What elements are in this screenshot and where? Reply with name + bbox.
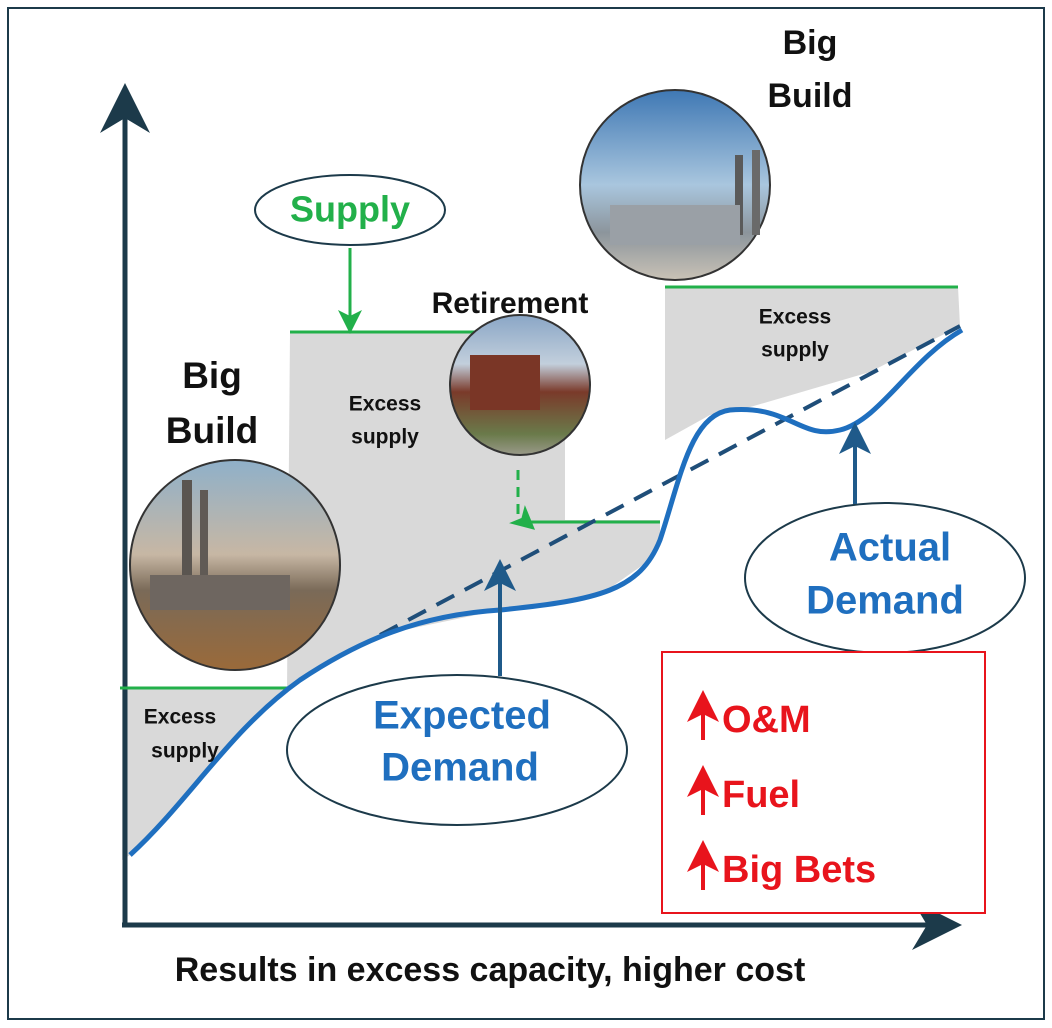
label: Demand (806, 579, 964, 623)
expected-bubble (286, 674, 628, 826)
label: Expected (373, 694, 551, 738)
label: Build (768, 77, 853, 115)
label: supply (351, 426, 419, 449)
label: Excess (349, 393, 421, 416)
caption: Results in excess capacity, higher cost (175, 951, 806, 989)
label: Build (166, 410, 258, 451)
label: Big Bets (722, 849, 876, 891)
label: Excess (759, 306, 831, 329)
retirement-arrow (509, 470, 536, 530)
label: Excess (144, 706, 216, 729)
label: Demand (381, 746, 539, 790)
label: Retirement (432, 287, 589, 320)
photo-retirement (449, 314, 591, 456)
excess-area (287, 332, 660, 690)
label: Fuel (722, 774, 800, 816)
label: supply (761, 339, 829, 362)
label: Big (783, 24, 838, 62)
label: O&M (722, 699, 811, 741)
label: Big (182, 355, 242, 396)
supply-bubble (254, 174, 446, 246)
excess-area (665, 287, 960, 440)
photo-top (579, 89, 771, 281)
label: Actual (829, 526, 951, 570)
label: supply (151, 740, 219, 763)
expected-demand-line (379, 324, 961, 637)
label: Supply (290, 189, 410, 230)
photo-left (129, 459, 341, 671)
